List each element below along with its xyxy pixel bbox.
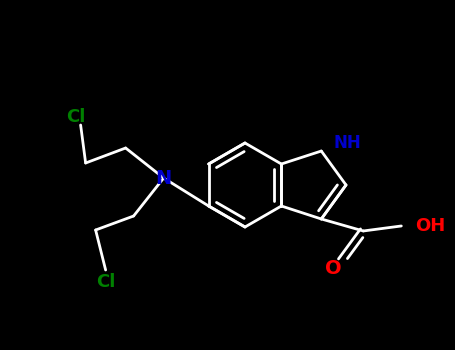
Text: Cl: Cl <box>66 108 86 126</box>
Text: NH: NH <box>334 134 361 152</box>
Text: N: N <box>156 168 172 188</box>
Text: O: O <box>325 259 342 279</box>
Text: Cl: Cl <box>96 273 115 291</box>
Text: OH: OH <box>415 217 445 235</box>
